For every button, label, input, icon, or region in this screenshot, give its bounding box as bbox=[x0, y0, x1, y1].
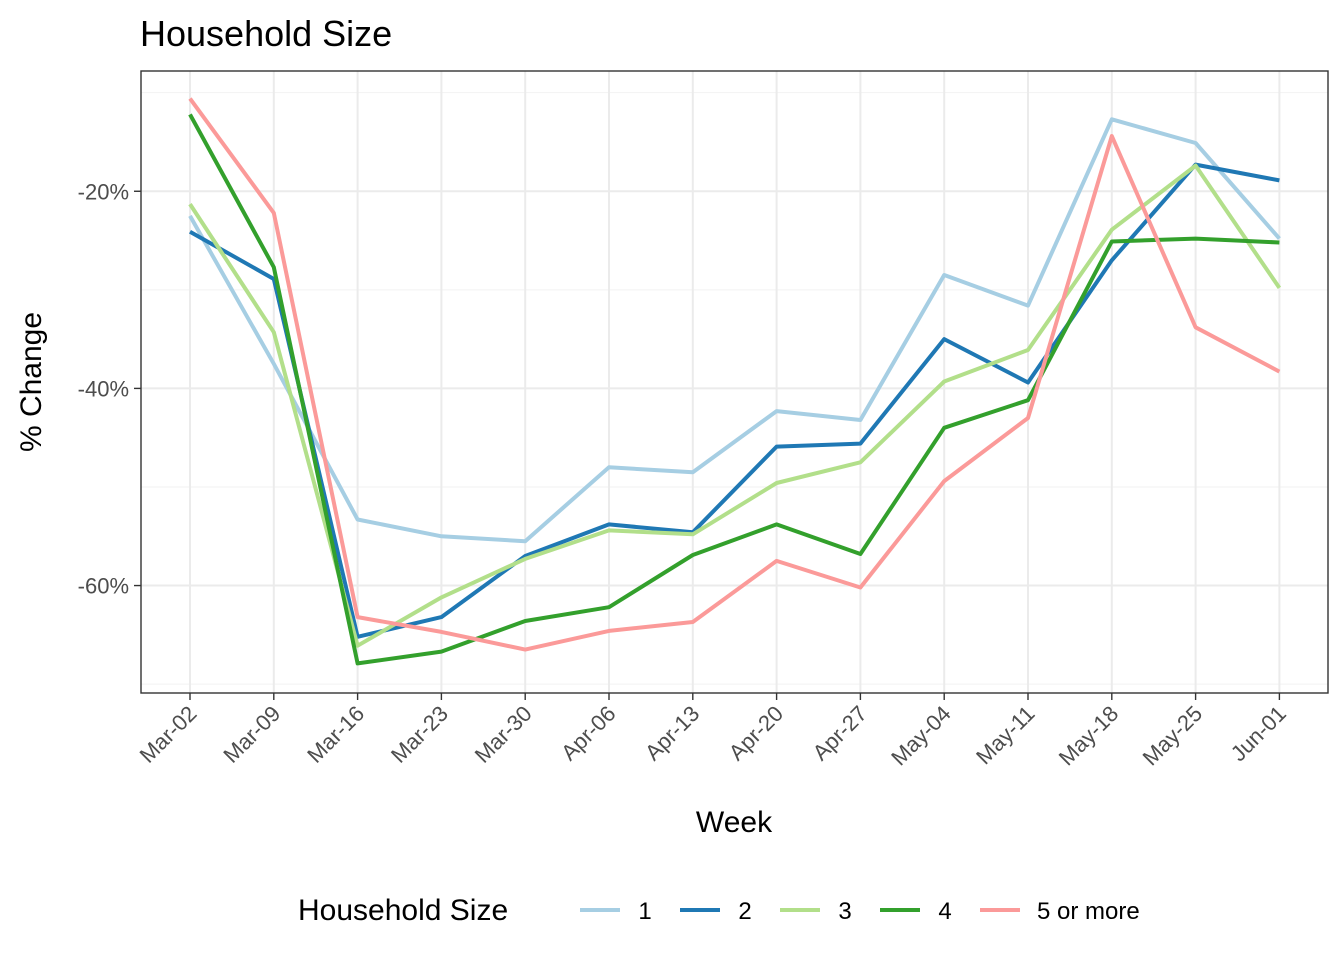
legend-label: 5 or more bbox=[1037, 898, 1140, 925]
x-tick-label: May-11 bbox=[971, 701, 1039, 769]
y-axis: -60% -40% -20% bbox=[78, 179, 141, 599]
legend-items: 1 2 3 4 5 or more bbox=[580, 898, 1140, 925]
y-tick-label: -40% bbox=[78, 376, 129, 401]
x-tick-label: Mar-23 bbox=[386, 701, 453, 768]
x-tick-label: Apr-20 bbox=[724, 701, 788, 765]
x-tick-label: Mar-30 bbox=[470, 701, 537, 768]
panel-border bbox=[140, 70, 1329, 694]
y-tick-label: -20% bbox=[78, 179, 129, 204]
x-tick-label: Apr-06 bbox=[556, 701, 620, 765]
legend-title: Household Size bbox=[298, 894, 508, 927]
x-tick-label: Apr-13 bbox=[640, 701, 704, 765]
y-axis-title: % Change bbox=[15, 312, 48, 452]
plot-panel bbox=[141, 71, 1328, 693]
legend-label: 1 bbox=[638, 898, 651, 925]
chart-title: Household Size bbox=[140, 13, 392, 54]
series-lines bbox=[188, 97, 1282, 666]
legend: Household Size 1 2 3 4 5 or more bbox=[298, 894, 1140, 927]
x-tick-label: May-04 bbox=[886, 701, 956, 771]
x-tick-label: Mar-09 bbox=[218, 701, 285, 768]
series-line-1 bbox=[188, 117, 1281, 544]
x-axis: Mar-02 Mar-09 Mar-16 Mar-23 Mar-30 Apr-06 Apr-… bbox=[135, 693, 1291, 770]
x-tick-label: Apr-27 bbox=[808, 701, 872, 765]
series-line-4 bbox=[188, 113, 1280, 666]
y-tick-label: -60% bbox=[78, 574, 129, 599]
series-line-5-or-more bbox=[188, 97, 1281, 652]
series-line-3 bbox=[188, 163, 1282, 648]
panel-background bbox=[141, 71, 1328, 693]
x-axis-title: Week bbox=[696, 806, 773, 839]
x-tick-label: May-25 bbox=[1138, 701, 1208, 771]
x-tick-label: Jun-01 bbox=[1226, 701, 1291, 766]
legend-label: 4 bbox=[938, 898, 951, 925]
x-tick-label: May-18 bbox=[1054, 701, 1124, 771]
legend-label: 3 bbox=[838, 898, 851, 925]
legend-label: 2 bbox=[738, 898, 751, 925]
x-tick-label: Mar-16 bbox=[302, 701, 369, 768]
series-line-2 bbox=[189, 162, 1280, 639]
x-tick-label: Mar-02 bbox=[135, 701, 202, 768]
